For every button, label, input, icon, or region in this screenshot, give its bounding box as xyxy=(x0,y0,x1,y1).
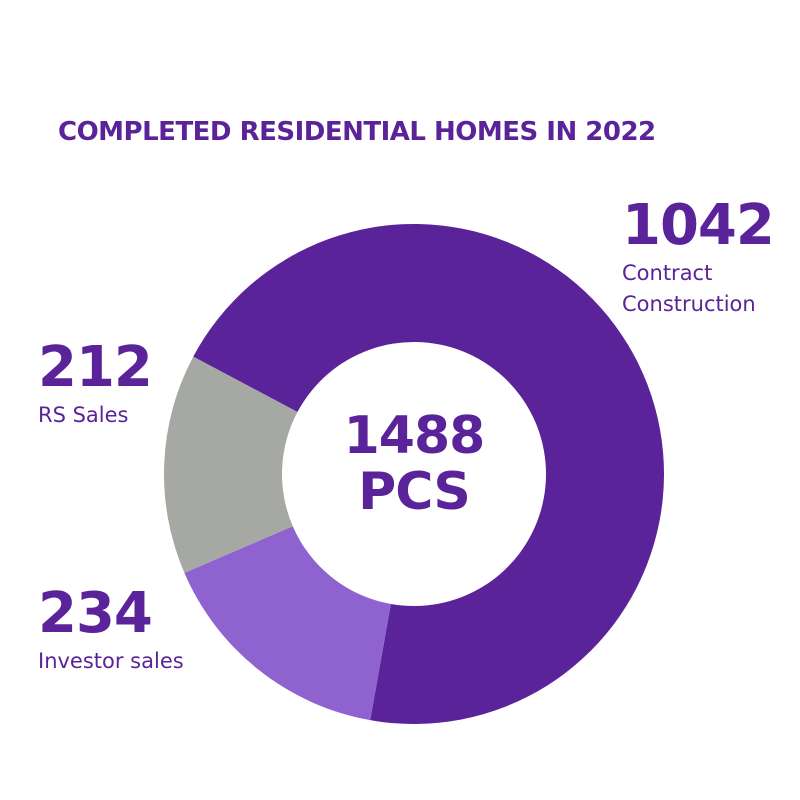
callout-value: 212 xyxy=(38,335,153,400)
callout-label: RS Sales xyxy=(38,403,129,427)
callout-rs-sales: 212 RS Sales xyxy=(38,335,153,431)
callout-label: Investor sales xyxy=(38,649,184,673)
donut-slice-contract-construction xyxy=(193,224,664,725)
donut-slice-rs-sales xyxy=(164,356,298,573)
callout-contract-construction: 1042 Contract Construction xyxy=(622,193,775,320)
callout-investor-sales: 234 Investor sales xyxy=(38,584,184,677)
donut-center-total: 1488 PCS xyxy=(264,408,564,520)
callout-value: 1042 xyxy=(622,193,775,258)
total-number: 1488 xyxy=(343,406,486,466)
chart-title: COMPLETED RESIDENTIAL HOMES IN 2022 xyxy=(58,117,656,147)
callout-value: 234 xyxy=(38,581,153,646)
donut-slice-investor-sales xyxy=(184,526,391,721)
total-unit: PCS xyxy=(358,462,471,522)
callout-label: Contract Construction xyxy=(622,261,756,316)
